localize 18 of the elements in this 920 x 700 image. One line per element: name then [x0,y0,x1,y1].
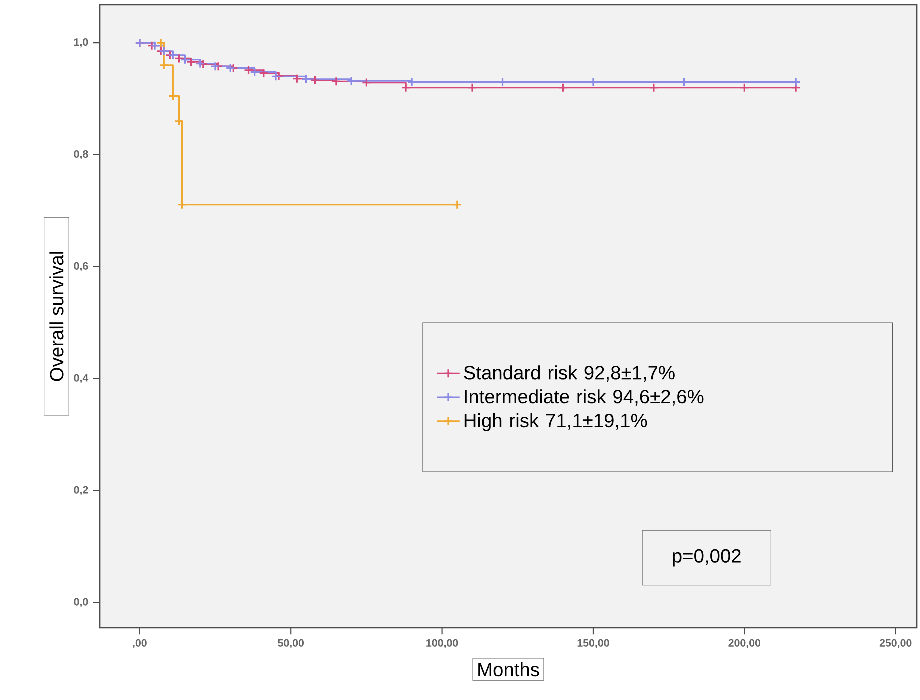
y-tick-label: 1,0 [74,38,88,48]
x-axis-title: Months [478,662,540,677]
x-tick-label: 100,00 [426,639,458,648]
legend-label: Intermediate risk 94,6±2,6% [465,390,704,406]
y-tick-label: 0,0 [74,598,88,608]
x-tick-label: 150,00 [578,639,610,648]
x-tick-label: ,00 [133,639,147,648]
legend-label: High risk 71,1±19,1% [464,413,648,432]
x-tick-label: 50,00 [278,639,304,648]
x-tick-label: 250,00 [880,639,912,648]
y-axis-title: Overall survival [50,252,64,382]
y-tick-label: 0,2 [74,486,88,496]
y-tick-label: 0,6 [74,262,88,272]
annotation: p=0,002 [673,549,741,567]
y-tick-label: 0,8 [74,150,88,160]
y-tick-label: 0,4 [74,374,89,384]
legend-label: Standard risk 92,8±1,7% [464,366,675,382]
x-tick-label: 200,00 [728,639,761,648]
